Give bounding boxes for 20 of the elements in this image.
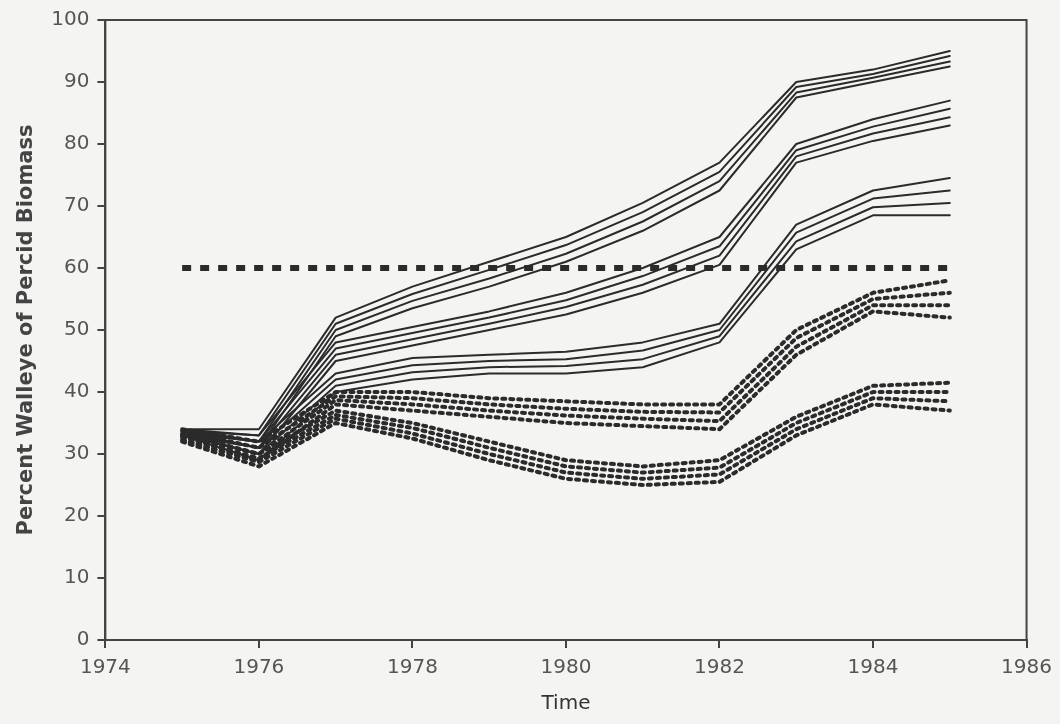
- y-tick-label: 100: [51, 6, 90, 31]
- y-tick-label: 0: [76, 626, 90, 651]
- x-tick-label: 1976: [233, 654, 285, 679]
- y-tick-label: 40: [63, 378, 90, 403]
- x-tick-label: 1984: [847, 654, 899, 679]
- x-tick-label: 1978: [386, 654, 438, 679]
- x-tick-label: 1980: [540, 654, 592, 679]
- x-axis-title: Time: [540, 690, 591, 715]
- y-tick-label: 20: [63, 502, 90, 527]
- y-tick-label: 50: [63, 316, 90, 341]
- y-axis-title: Percent Walleye of Percid Biomass: [13, 124, 38, 536]
- y-tick-label: 90: [63, 68, 90, 93]
- y-tick-label: 80: [63, 130, 90, 155]
- x-tick-label: 1982: [694, 654, 745, 679]
- y-tick-label: 10: [63, 564, 90, 589]
- y-tick-label: 60: [63, 254, 90, 279]
- y-tick-label: 70: [63, 192, 90, 217]
- x-tick-label: 1974: [79, 654, 131, 679]
- y-tick-label: 30: [63, 440, 90, 465]
- x-tick-label: 1986: [1001, 654, 1052, 679]
